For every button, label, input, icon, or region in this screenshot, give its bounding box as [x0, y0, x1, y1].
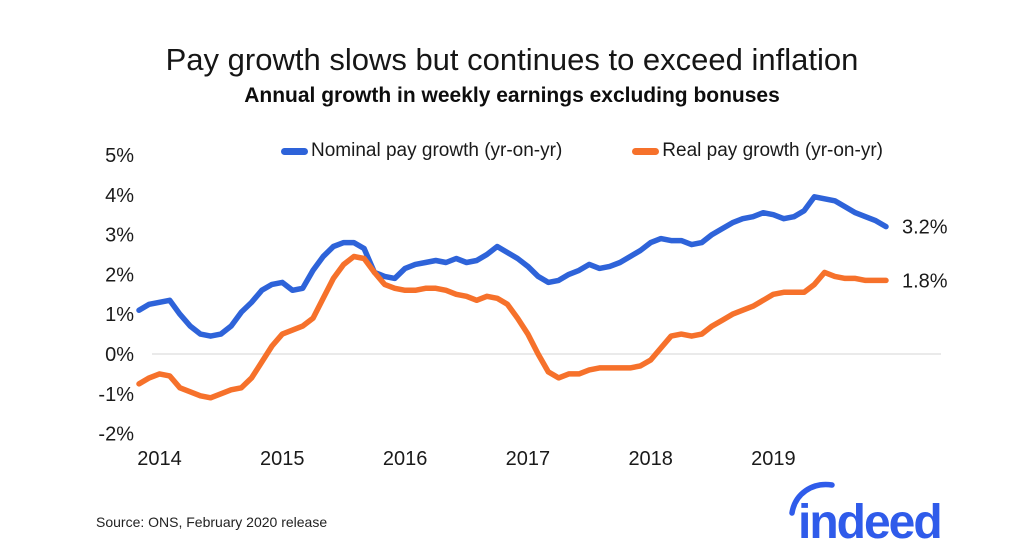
y-axis-label-0%: 0% [105, 344, 134, 366]
y-axis-label-4%: 4% [105, 185, 134, 207]
y-axis-label-1%: 1% [105, 304, 134, 326]
x-axis-label-2018: 2018 [628, 448, 673, 470]
nominal-line [136, 194, 889, 339]
legend-item-nominal: Nominal pay growth (yr-on-yr) [281, 140, 562, 162]
legend-label-real: Real pay growth (yr-on-yr) [662, 140, 883, 161]
x-axis-label-2015: 2015 [260, 448, 305, 470]
x-axis-label-2019: 2019 [751, 448, 796, 470]
y-axis-label-3%: 3% [105, 225, 134, 247]
legend: Nominal pay growth (yr-on-yr) Real pay g… [281, 140, 883, 162]
nominal-end-label: 3.2% [902, 217, 948, 239]
legend-item-real: Real pay growth (yr-on-yr) [632, 140, 883, 162]
y-axis-label-2%: 2% [105, 264, 134, 286]
indeed-logo-text: indeed [798, 496, 941, 549]
real-end-label: 1.8% [902, 270, 948, 292]
page-subtitle: Annual growth in weekly earnings excludi… [244, 84, 780, 107]
x-axis-label-2016: 2016 [383, 448, 428, 470]
y-axis-label--2%: -2% [98, 424, 134, 446]
y-axis-label--1%: -1% [98, 384, 134, 406]
x-axis-label-2017: 2017 [506, 448, 551, 470]
y-axis-label-5%: 5% [105, 145, 134, 167]
real-line-swatch-icon [632, 147, 660, 155]
indeed-logo: indeed [789, 481, 943, 549]
nominal-line-swatch-icon [281, 147, 308, 155]
legend-label-nominal: Nominal pay growth (yr-on-yr) [311, 140, 563, 161]
source-note: Source: ONS, February 2020 release [96, 514, 328, 530]
real-line [136, 253, 889, 401]
x-axis-label-2014: 2014 [137, 448, 182, 470]
indeed-logo-arc-icon [789, 481, 835, 516]
page-title: Pay growth slows but continues to exceed… [165, 42, 859, 77]
